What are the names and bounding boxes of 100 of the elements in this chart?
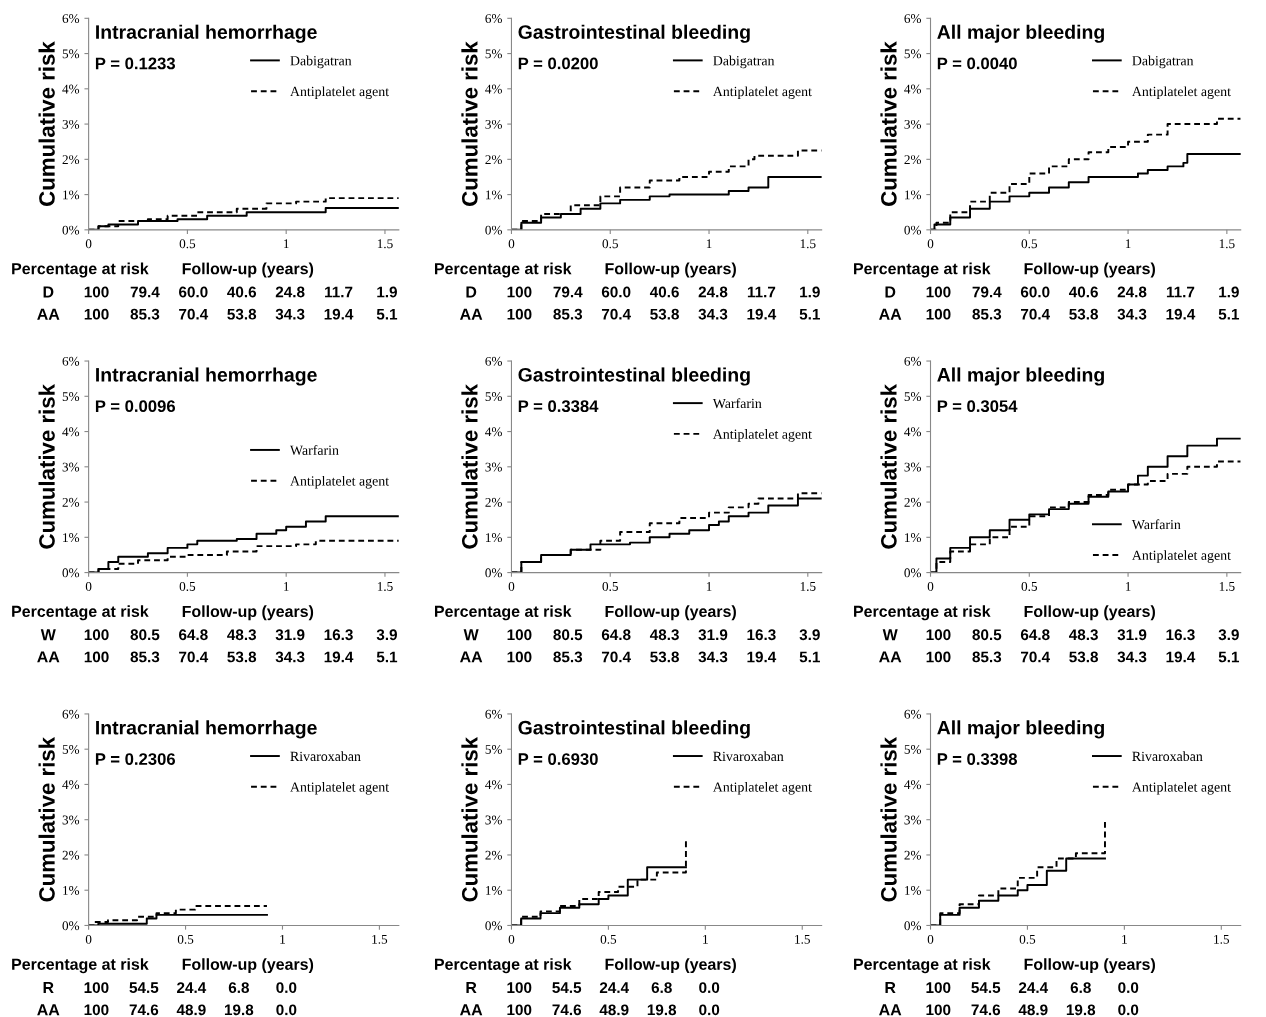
- y-tick-label: 4%: [904, 427, 922, 437]
- y-tick-label: 3%: [485, 815, 502, 825]
- annotation: P = 0.0096: [95, 400, 176, 413]
- legend-label: Warfarin: [712, 398, 762, 409]
- y-axis-title: Cumulative risk: [38, 384, 55, 549]
- y-tick-label: 1%: [486, 886, 502, 895]
- y-tick-label: 5%: [904, 49, 922, 59]
- legend-label: Dabigatran: [713, 55, 775, 69]
- text: Percentage at risk: [12, 605, 149, 621]
- text: 3.9: [1218, 629, 1239, 641]
- text: 100: [926, 308, 951, 320]
- chart-title: All major bleeding: [937, 24, 1104, 43]
- annotation: P = 0.2306: [95, 753, 176, 765]
- x-tick-label: 0.5: [179, 239, 196, 249]
- text: 6.8: [228, 982, 250, 994]
- text: W: [463, 629, 479, 641]
- x-tick-label: 1: [1125, 582, 1131, 591]
- y-tick-label: 0%: [485, 568, 502, 578]
- chart-title: Intracranial hemorrhage: [96, 367, 317, 386]
- text: 53.8: [650, 308, 679, 320]
- x-tick-label: 1: [284, 239, 289, 249]
- text: 19.4: [1166, 651, 1196, 663]
- text: 100: [926, 1004, 951, 1016]
- text: 54.5: [971, 982, 1001, 994]
- y-tick-label: 4%: [62, 780, 80, 790]
- legend-label: Rivaroxaban: [290, 751, 361, 762]
- y-tick-label: 5%: [904, 392, 922, 402]
- text: 5.1: [376, 651, 398, 663]
- x-tick-label: 0.5: [1021, 239, 1038, 249]
- text: 85.3: [130, 308, 160, 320]
- y-tick-label: 1%: [905, 190, 922, 200]
- chart-title: Gastrointestinal bleeding: [518, 24, 750, 43]
- text: 80.5: [972, 629, 1002, 641]
- text: 19.4: [747, 308, 777, 320]
- x-tick-label: 0.5: [179, 581, 196, 591]
- x-tick-label: 1: [1122, 934, 1127, 944]
- y-tick-label: 6%: [485, 14, 502, 24]
- y-tick-label: 6%: [485, 709, 502, 719]
- text: 34.3: [1117, 651, 1147, 663]
- text: 5.1: [799, 308, 820, 320]
- text: 79.4: [553, 286, 583, 298]
- annotation: P = 0.0200: [518, 57, 598, 70]
- y-tick-label: 3%: [62, 119, 80, 129]
- text: AA: [879, 1004, 902, 1016]
- text: 0.0: [276, 982, 297, 994]
- y-tick-label: 3%: [62, 462, 80, 472]
- text: 53.8: [650, 651, 679, 663]
- text: 60.0: [601, 286, 631, 298]
- text: 24.4: [177, 982, 207, 993]
- text: 64.8: [179, 629, 208, 641]
- text: D: [885, 286, 896, 298]
- text: 100: [507, 308, 532, 320]
- text: 34.3: [1117, 308, 1147, 320]
- text: AA: [37, 1004, 60, 1016]
- text: 34.3: [275, 308, 305, 320]
- text: 3.9: [376, 629, 397, 641]
- y-tick-label: 6%: [904, 14, 922, 24]
- text: 31.9: [698, 629, 728, 641]
- text: 31.9: [275, 629, 305, 641]
- text: 70.4: [179, 651, 209, 663]
- text: 34.3: [275, 651, 305, 663]
- y-tick-label: 0%: [904, 225, 922, 235]
- text: 79.4: [972, 286, 1002, 298]
- text: 19.4: [747, 651, 777, 663]
- legend-label: Antiplatelet agent: [712, 86, 812, 100]
- x-tick-label: 1.5: [372, 934, 388, 944]
- text: 19.4: [324, 308, 354, 320]
- x-tick-label: 0.5: [600, 934, 617, 944]
- y-tick-label: 6%: [62, 356, 80, 366]
- text: 19.4: [324, 651, 354, 663]
- x-tick-label: 1.5: [377, 582, 393, 591]
- text: Follow-up (years): [1024, 958, 1155, 974]
- text: Follow-up (years): [605, 262, 736, 278]
- text: 53.8: [227, 308, 257, 320]
- y-tick-label: 5%: [62, 744, 80, 754]
- x-tick-label: 0: [508, 581, 515, 591]
- x-tick-label: 1: [703, 934, 708, 944]
- legend-label: Dabigatran: [1132, 55, 1194, 69]
- text: 48.3: [1068, 629, 1098, 641]
- y-tick-label: 0%: [904, 921, 922, 931]
- x-tick-label: 0.5: [1019, 934, 1036, 944]
- text: 80.5: [553, 629, 583, 641]
- text: 34.3: [698, 308, 728, 320]
- x-tick-label: 1: [706, 582, 712, 591]
- text: 100: [926, 286, 951, 298]
- text: 53.8: [1069, 651, 1099, 663]
- text: 80.5: [130, 629, 160, 641]
- text: 19.8: [224, 1004, 254, 1016]
- y-tick-label: 6%: [485, 356, 502, 366]
- text: 0.0: [699, 982, 720, 994]
- y-tick-label: 1%: [63, 190, 80, 200]
- text: 85.3: [130, 651, 160, 663]
- text: 48.9: [599, 1004, 629, 1016]
- text: 3.9: [799, 629, 820, 641]
- text: 79.4: [130, 286, 160, 298]
- y-tick-label: 1%: [486, 533, 502, 543]
- x-tick-label: 0: [508, 239, 515, 249]
- x-tick-label: 1.5: [800, 582, 816, 591]
- y-tick-label: 2%: [485, 497, 502, 507]
- text: 60.0: [1020, 286, 1050, 298]
